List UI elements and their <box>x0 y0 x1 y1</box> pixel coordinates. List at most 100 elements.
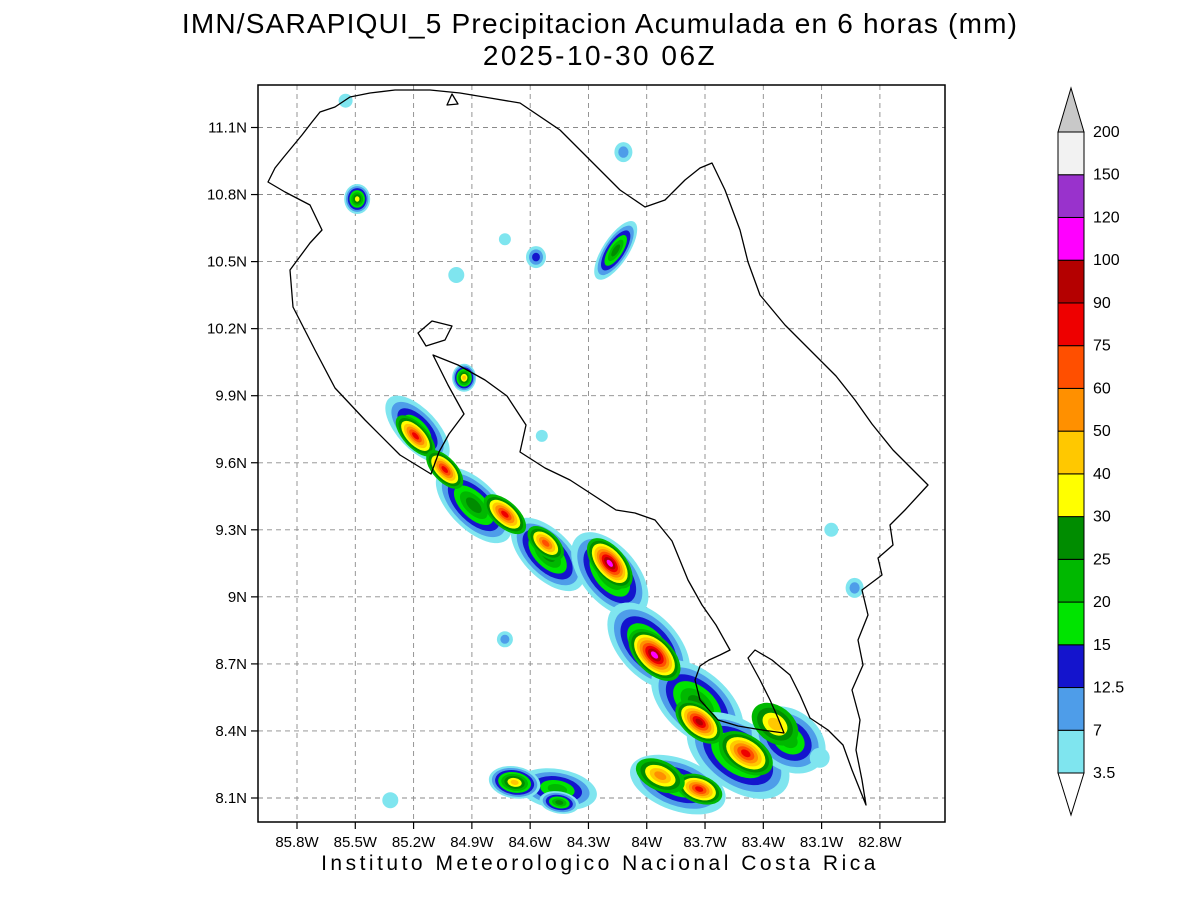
precip-contour <box>606 559 613 567</box>
y-tick-label: 9N <box>228 589 247 606</box>
precip-contour <box>849 582 860 594</box>
map-plot-area: 85.8W 85.5W 85.2W 84.9W 84.6W 84.3W 84W 83.7W 83… <box>207 84 946 851</box>
precip-contour <box>650 651 659 659</box>
colorbar-segment <box>1057 387 1085 432</box>
colorbar-label: 150 <box>1093 167 1120 184</box>
precip-contour <box>498 233 511 246</box>
precip-cell <box>395 415 436 457</box>
colorbar-over-arrow <box>1057 86 1085 133</box>
colorbar-segment <box>1057 558 1085 603</box>
colorbar-label: 12.5 <box>1093 680 1124 697</box>
costa-rica-coastline <box>267 89 929 806</box>
colorbar-segment <box>1057 473 1085 518</box>
precip-cell <box>824 522 839 537</box>
precip-cell <box>526 246 546 269</box>
chart-title: IMN/SARAPIQUI_5 Precipitacion Acumulada … <box>181 8 1019 39</box>
precip-cell <box>614 142 633 163</box>
precip-cell <box>498 233 511 246</box>
x-tick-label: 84.6W <box>508 834 552 851</box>
precip-cell <box>718 731 773 776</box>
precip-cell <box>586 538 633 589</box>
y-tick-label: 10.8N <box>207 187 247 204</box>
y-tick-label: 10.5N <box>207 254 247 271</box>
precip-contour <box>441 466 449 473</box>
x-tick-label: 83.7W <box>683 834 727 851</box>
colorbar-label: 40 <box>1093 466 1111 483</box>
precip-contour <box>618 146 629 158</box>
colorbar-label: 25 <box>1093 551 1111 568</box>
x-tick-label: 84.9W <box>450 834 494 851</box>
y-tick-label: 8.7N <box>215 656 247 673</box>
precip-contour <box>462 375 466 380</box>
colorbar-segment <box>1057 174 1085 218</box>
colorbar-label: 3.5 <box>1093 765 1115 782</box>
x-tick-label: 84.3W <box>567 834 611 851</box>
precip-contour <box>741 749 751 758</box>
precip-cell <box>809 747 830 768</box>
chart-footer: Instituto Meteorologico Nacional Costa R… <box>321 852 879 875</box>
precip-contour <box>354 196 360 202</box>
chart-subtitle: 2025-10-30 06Z <box>482 40 718 71</box>
precip-contour <box>535 429 548 442</box>
x-tick-label: 83.1W <box>800 834 844 851</box>
precip-cell <box>628 629 681 681</box>
colorbar-label: 75 <box>1093 338 1111 355</box>
precip-cell <box>488 766 541 799</box>
x-tick-label: 84W <box>631 834 663 851</box>
colorbar-segment <box>1057 729 1085 774</box>
colorbar: 3.5 7 12.5 15 20 25 30 40 50 60 75 90 100 120 150 200 <box>1057 86 1124 817</box>
precip-cell <box>539 791 580 814</box>
colorbar-segment <box>1057 644 1085 689</box>
x-tick-label: 85.8W <box>275 834 319 851</box>
plot-frame <box>257 84 946 823</box>
x-tick-label: 85.2W <box>392 834 436 851</box>
x-tick-label: 83.4W <box>742 834 786 851</box>
colorbar-label: 30 <box>1093 509 1111 526</box>
colorbar-segment <box>1057 302 1085 347</box>
precip-cell <box>594 221 638 280</box>
precip-cell <box>344 184 371 214</box>
colorbar-segment <box>1057 516 1085 560</box>
precip-contour <box>500 634 510 644</box>
colorbar-segment <box>1057 216 1085 261</box>
precip-contour <box>541 539 550 547</box>
precip-contour <box>448 267 465 283</box>
precip-contour <box>465 497 482 514</box>
y-tick-label: 9.9N <box>215 388 247 405</box>
precip-contour <box>695 718 703 726</box>
y-tick-label: 8.4N <box>215 723 247 740</box>
precip-contour <box>501 510 509 518</box>
y-tick-label: 8.1N <box>215 790 247 807</box>
precip-cell <box>426 450 464 489</box>
precipitation-field <box>338 93 864 815</box>
colorbar-segment <box>1057 131 1085 176</box>
colorbar-label: 60 <box>1093 380 1111 397</box>
colorbar-label: 7 <box>1093 722 1102 739</box>
precip-contour <box>611 244 621 257</box>
precip-cell <box>527 525 564 561</box>
colorbar-label: 20 <box>1093 594 1111 611</box>
lake-island-outline <box>446 93 459 106</box>
x-tick-label: 85.5W <box>334 834 378 851</box>
precip-cell <box>496 631 513 648</box>
precip-contour <box>532 252 540 262</box>
precip-cell <box>483 494 527 535</box>
precip-cell <box>675 700 723 744</box>
precip-contour <box>510 779 519 785</box>
colorbar-label: 50 <box>1093 423 1111 440</box>
precip-contour <box>695 786 704 792</box>
precip-contour <box>654 771 667 781</box>
colorbar-segment <box>1057 430 1085 475</box>
colorbar-label: 120 <box>1093 210 1120 227</box>
colorbar-segment <box>1057 259 1085 304</box>
colorbar-label: 90 <box>1093 295 1111 312</box>
precip-contour <box>382 792 399 809</box>
precip-contour <box>824 522 839 537</box>
precip-cell <box>535 429 548 442</box>
colorbar-segment <box>1057 345 1085 389</box>
colorbar-label: 15 <box>1093 637 1111 654</box>
precip-cell <box>448 267 465 283</box>
x-tick-label: 82.8W <box>858 834 902 851</box>
colorbar-segment <box>1057 601 1085 646</box>
